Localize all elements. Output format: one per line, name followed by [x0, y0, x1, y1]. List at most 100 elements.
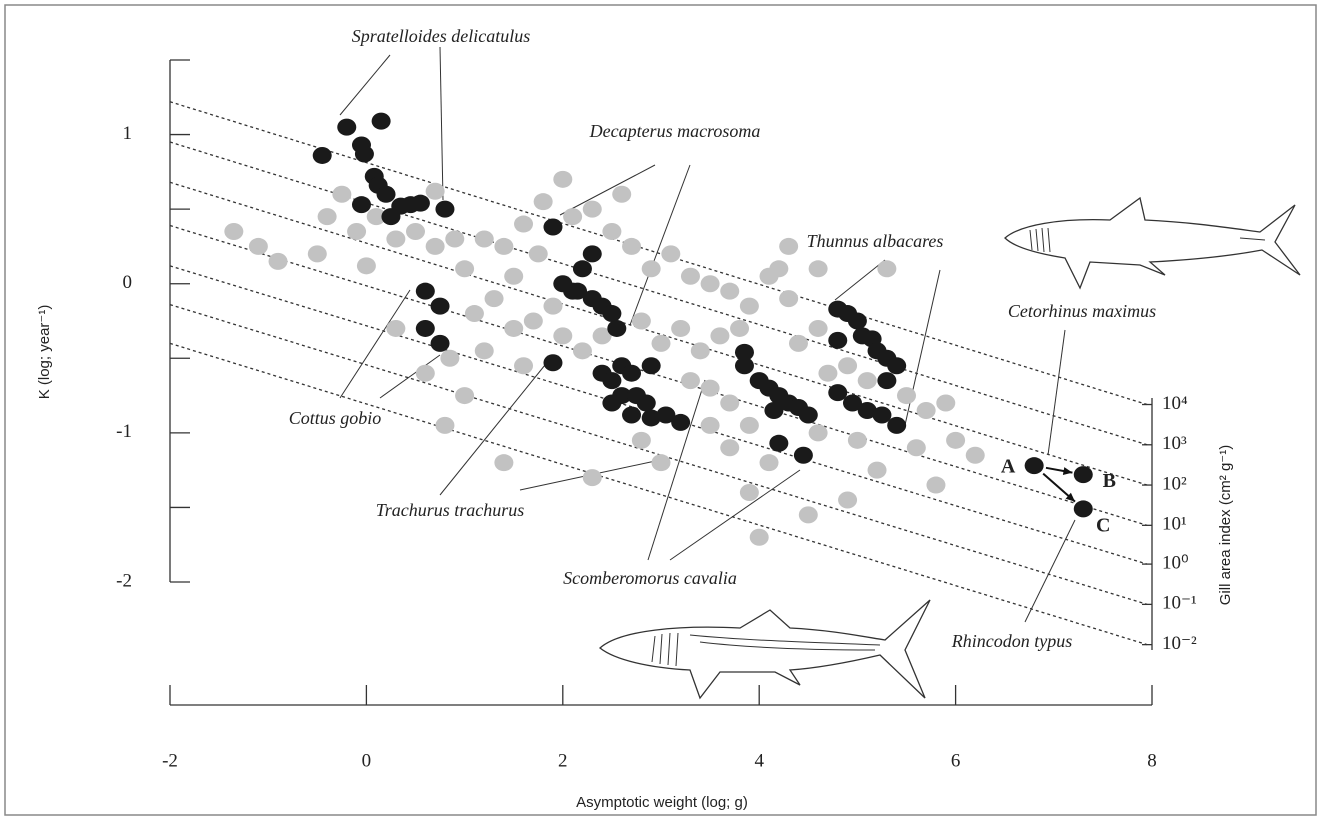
background-point — [926, 476, 946, 494]
species-point — [793, 446, 813, 464]
background-point — [779, 237, 799, 255]
species-point — [798, 406, 818, 424]
species-point — [563, 282, 583, 300]
species-point — [887, 416, 907, 434]
background-point — [224, 223, 244, 241]
species-point — [415, 282, 435, 300]
gill-area-isoline — [169, 101, 1148, 406]
y-tick-label: 1 — [123, 123, 133, 144]
gill-area-isoline — [169, 342, 1148, 646]
x-tick-label: 2 — [558, 750, 568, 771]
background-point — [563, 208, 583, 226]
background-point — [641, 260, 661, 278]
background-point — [572, 342, 592, 360]
background-point — [592, 327, 612, 345]
species-point — [602, 305, 622, 323]
background-point — [307, 245, 327, 263]
basking-shark-drawing — [1004, 196, 1301, 290]
species-point — [543, 218, 563, 236]
background-point — [720, 394, 740, 412]
point-label: C — [1096, 515, 1110, 537]
background-point — [386, 319, 406, 337]
background-point — [651, 454, 671, 472]
y-axis-title: K (log; year⁻¹) — [36, 305, 53, 400]
species-point — [602, 372, 622, 390]
background-point — [739, 484, 759, 502]
species-point — [734, 343, 754, 361]
background-point — [553, 327, 573, 345]
species-point — [543, 354, 563, 372]
species-label: Rhincodon typus — [951, 631, 1072, 651]
background-point — [720, 282, 740, 300]
background-point — [494, 454, 514, 472]
background-point — [700, 275, 720, 293]
species-point — [354, 145, 374, 163]
background-point — [739, 416, 759, 434]
background-point — [484, 290, 504, 308]
background-point — [631, 312, 651, 330]
x-axis-title: Asymptotic weight (log; g) — [576, 794, 748, 811]
gill-area-isoline — [169, 141, 1148, 446]
background-point — [356, 257, 376, 275]
y-tick-label: -2 — [116, 570, 132, 591]
species-point — [641, 357, 661, 375]
background-point — [455, 387, 475, 405]
background-point — [671, 319, 691, 337]
background-point — [553, 170, 573, 188]
species-label: Thunnus albacares — [807, 231, 944, 251]
background-point — [582, 200, 602, 218]
species-point — [430, 297, 450, 315]
species-label: Scomberomorus cavalia — [563, 568, 737, 588]
species-point — [656, 406, 676, 424]
background-point — [543, 297, 563, 315]
background-point — [474, 230, 494, 248]
background-point — [808, 260, 828, 278]
background-point — [730, 319, 750, 337]
species-point — [312, 146, 332, 164]
species-label: Cetorhinus maximus — [1008, 301, 1156, 321]
leader-line — [1024, 519, 1076, 623]
background-point — [631, 431, 651, 449]
species-point — [769, 434, 789, 452]
background-point — [847, 431, 867, 449]
background-point — [906, 439, 926, 457]
background-point — [366, 208, 386, 226]
species-point — [1073, 466, 1093, 484]
x-tick-label: 8 — [1147, 750, 1157, 771]
background-point — [332, 185, 352, 203]
species-point — [671, 413, 691, 431]
species-point — [764, 401, 784, 419]
y2-tick-label: 10⁰ — [1162, 552, 1189, 573]
background-point — [897, 387, 916, 405]
species-point — [872, 406, 892, 424]
leader-line — [1047, 329, 1066, 456]
background-point — [474, 342, 494, 360]
background-point — [528, 245, 548, 263]
y2-tick-label: 10⁻² — [1162, 633, 1197, 654]
background-point — [838, 491, 858, 509]
x-tick-label: 6 — [951, 750, 961, 771]
background-point — [788, 334, 808, 352]
background-point — [946, 431, 966, 449]
background-point — [651, 334, 671, 352]
background-point — [916, 401, 936, 419]
species-point — [430, 334, 450, 352]
background-point — [749, 528, 769, 546]
background-point — [523, 312, 543, 330]
species-point — [847, 312, 867, 330]
species-point — [857, 401, 877, 419]
background-point — [690, 342, 710, 360]
species-point — [1024, 457, 1044, 475]
leader-line — [439, 46, 444, 201]
background-point — [661, 245, 681, 263]
background-point — [877, 260, 897, 278]
background-point — [612, 185, 632, 203]
background-point — [818, 364, 838, 382]
background-point — [464, 305, 484, 323]
species-point — [641, 409, 661, 427]
species-point — [435, 200, 455, 218]
leader-line — [339, 289, 411, 399]
leader-line — [647, 379, 706, 561]
y2-tick-label: 10¹ — [1162, 514, 1187, 535]
species-point — [410, 194, 430, 212]
